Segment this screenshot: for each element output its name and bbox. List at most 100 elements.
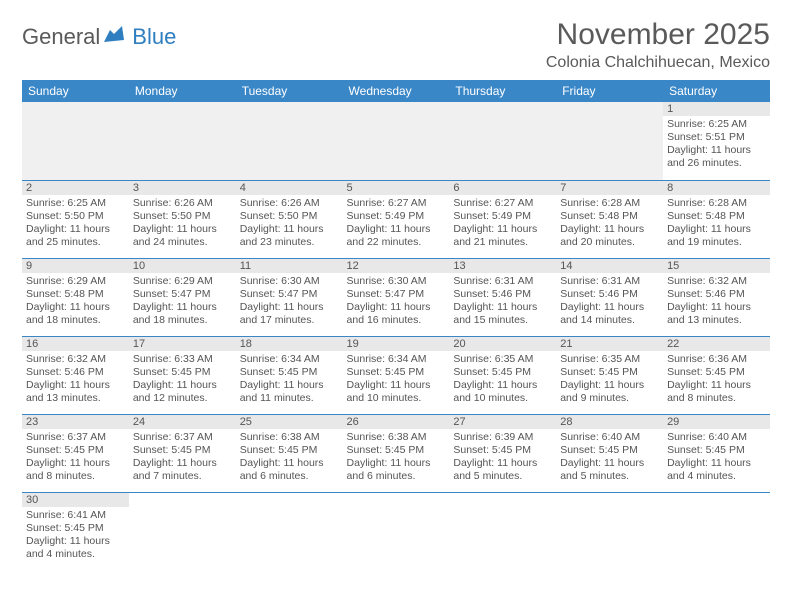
weekday-header: Saturday [663, 80, 770, 102]
day-info: Sunrise: 6:34 AMSunset: 5:45 PMDaylight:… [343, 351, 450, 410]
day-number: 12 [343, 259, 450, 273]
day-info: Sunrise: 6:36 AMSunset: 5:45 PMDaylight:… [663, 351, 770, 410]
day-info: Sunrise: 6:34 AMSunset: 5:45 PMDaylight:… [236, 351, 343, 410]
day-cell: 17Sunrise: 6:33 AMSunset: 5:45 PMDayligh… [129, 336, 236, 414]
day-info: Sunrise: 6:30 AMSunset: 5:47 PMDaylight:… [236, 273, 343, 332]
day-cell: 7Sunrise: 6:28 AMSunset: 5:48 PMDaylight… [556, 180, 663, 258]
day-info: Sunrise: 6:31 AMSunset: 5:46 PMDaylight:… [449, 273, 556, 332]
day-number: 21 [556, 337, 663, 351]
day-number: 11 [236, 259, 343, 273]
day-number: 7 [556, 181, 663, 195]
day-cell: 20Sunrise: 6:35 AMSunset: 5:45 PMDayligh… [449, 336, 556, 414]
day-number: 20 [449, 337, 556, 351]
day-cell: 27Sunrise: 6:39 AMSunset: 5:45 PMDayligh… [449, 414, 556, 492]
day-number: 2 [22, 181, 129, 195]
calendar-table: SundayMondayTuesdayWednesdayThursdayFrid… [22, 80, 770, 570]
day-cell: 14Sunrise: 6:31 AMSunset: 5:46 PMDayligh… [556, 258, 663, 336]
day-info: Sunrise: 6:28 AMSunset: 5:48 PMDaylight:… [556, 195, 663, 254]
day-info: Sunrise: 6:30 AMSunset: 5:47 PMDaylight:… [343, 273, 450, 332]
day-number: 29 [663, 415, 770, 429]
day-cell: 4Sunrise: 6:26 AMSunset: 5:50 PMDaylight… [236, 180, 343, 258]
weekday-header: Thursday [449, 80, 556, 102]
day-number: 18 [236, 337, 343, 351]
weekday-header: Wednesday [343, 80, 450, 102]
empty-cell [556, 102, 663, 180]
weekday-header: Sunday [22, 80, 129, 102]
day-cell: 18Sunrise: 6:34 AMSunset: 5:45 PMDayligh… [236, 336, 343, 414]
weekday-header: Monday [129, 80, 236, 102]
day-number: 10 [129, 259, 236, 273]
day-cell: 30Sunrise: 6:41 AMSunset: 5:45 PMDayligh… [22, 492, 129, 570]
logo-text-dark: General [22, 24, 100, 50]
location: Colonia Chalchihuecan, Mexico [546, 54, 770, 72]
day-info: Sunrise: 6:26 AMSunset: 5:50 PMDaylight:… [236, 195, 343, 254]
day-info: Sunrise: 6:40 AMSunset: 5:45 PMDaylight:… [663, 429, 770, 488]
day-cell: 28Sunrise: 6:40 AMSunset: 5:45 PMDayligh… [556, 414, 663, 492]
day-info: Sunrise: 6:37 AMSunset: 5:45 PMDaylight:… [129, 429, 236, 488]
empty-cell [343, 492, 450, 570]
title-block: November 2025 Colonia Chalchihuecan, Mex… [546, 18, 770, 72]
day-number: 4 [236, 181, 343, 195]
day-info: Sunrise: 6:25 AMSunset: 5:51 PMDaylight:… [663, 116, 770, 175]
day-cell: 1Sunrise: 6:25 AMSunset: 5:51 PMDaylight… [663, 102, 770, 180]
day-cell: 10Sunrise: 6:29 AMSunset: 5:47 PMDayligh… [129, 258, 236, 336]
empty-cell [129, 102, 236, 180]
weekday-header: Tuesday [236, 80, 343, 102]
day-info: Sunrise: 6:32 AMSunset: 5:46 PMDaylight:… [22, 351, 129, 410]
day-info: Sunrise: 6:33 AMSunset: 5:45 PMDaylight:… [129, 351, 236, 410]
day-cell: 19Sunrise: 6:34 AMSunset: 5:45 PMDayligh… [343, 336, 450, 414]
day-number: 6 [449, 181, 556, 195]
day-cell: 8Sunrise: 6:28 AMSunset: 5:48 PMDaylight… [663, 180, 770, 258]
day-cell: 22Sunrise: 6:36 AMSunset: 5:45 PMDayligh… [663, 336, 770, 414]
day-cell: 25Sunrise: 6:38 AMSunset: 5:45 PMDayligh… [236, 414, 343, 492]
day-info: Sunrise: 6:35 AMSunset: 5:45 PMDaylight:… [449, 351, 556, 410]
day-cell: 2Sunrise: 6:25 AMSunset: 5:50 PMDaylight… [22, 180, 129, 258]
empty-cell [449, 102, 556, 180]
day-number: 22 [663, 337, 770, 351]
day-number: 24 [129, 415, 236, 429]
day-cell: 29Sunrise: 6:40 AMSunset: 5:45 PMDayligh… [663, 414, 770, 492]
day-info: Sunrise: 6:27 AMSunset: 5:49 PMDaylight:… [449, 195, 556, 254]
day-number: 19 [343, 337, 450, 351]
day-info: Sunrise: 6:38 AMSunset: 5:45 PMDaylight:… [236, 429, 343, 488]
empty-cell [129, 492, 236, 570]
day-cell: 11Sunrise: 6:30 AMSunset: 5:47 PMDayligh… [236, 258, 343, 336]
day-info: Sunrise: 6:35 AMSunset: 5:45 PMDaylight:… [556, 351, 663, 410]
day-number: 25 [236, 415, 343, 429]
day-number: 15 [663, 259, 770, 273]
day-number: 16 [22, 337, 129, 351]
day-info: Sunrise: 6:29 AMSunset: 5:47 PMDaylight:… [129, 273, 236, 332]
day-info: Sunrise: 6:32 AMSunset: 5:46 PMDaylight:… [663, 273, 770, 332]
day-info: Sunrise: 6:41 AMSunset: 5:45 PMDaylight:… [22, 507, 129, 566]
day-number: 13 [449, 259, 556, 273]
logo-text-blue: Blue [132, 24, 176, 50]
day-info: Sunrise: 6:31 AMSunset: 5:46 PMDaylight:… [556, 273, 663, 332]
day-number: 26 [343, 415, 450, 429]
weekday-header: Friday [556, 80, 663, 102]
day-number: 27 [449, 415, 556, 429]
day-number: 5 [343, 181, 450, 195]
day-cell: 24Sunrise: 6:37 AMSunset: 5:45 PMDayligh… [129, 414, 236, 492]
day-cell: 16Sunrise: 6:32 AMSunset: 5:46 PMDayligh… [22, 336, 129, 414]
header: General Blue November 2025 Colonia Chalc… [22, 18, 770, 72]
day-cell: 9Sunrise: 6:29 AMSunset: 5:48 PMDaylight… [22, 258, 129, 336]
day-info: Sunrise: 6:25 AMSunset: 5:50 PMDaylight:… [22, 195, 129, 254]
day-cell: 15Sunrise: 6:32 AMSunset: 5:46 PMDayligh… [663, 258, 770, 336]
day-cell: 21Sunrise: 6:35 AMSunset: 5:45 PMDayligh… [556, 336, 663, 414]
day-info: Sunrise: 6:39 AMSunset: 5:45 PMDaylight:… [449, 429, 556, 488]
day-number: 17 [129, 337, 236, 351]
day-number: 14 [556, 259, 663, 273]
day-number: 23 [22, 415, 129, 429]
day-number: 3 [129, 181, 236, 195]
logo: General Blue [22, 24, 176, 50]
day-number: 30 [22, 493, 129, 507]
empty-cell [556, 492, 663, 570]
empty-cell [663, 492, 770, 570]
day-info: Sunrise: 6:26 AMSunset: 5:50 PMDaylight:… [129, 195, 236, 254]
day-number: 9 [22, 259, 129, 273]
day-cell: 23Sunrise: 6:37 AMSunset: 5:45 PMDayligh… [22, 414, 129, 492]
empty-cell [449, 492, 556, 570]
empty-cell [343, 102, 450, 180]
empty-cell [236, 102, 343, 180]
day-number: 1 [663, 102, 770, 116]
